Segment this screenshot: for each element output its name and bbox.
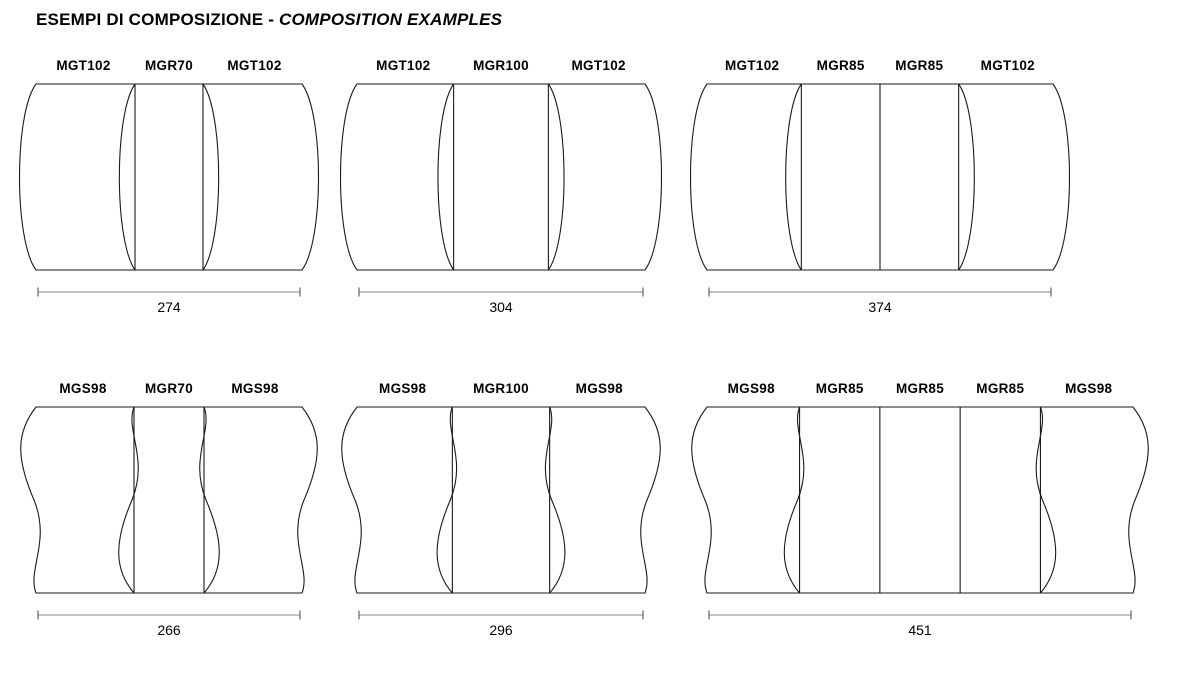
module-label-mgr85: MGR85	[815, 381, 864, 396]
dimension-value: 296	[489, 622, 513, 638]
outer-profile	[691, 406, 1149, 594]
module-label-mgr85: MGR85	[895, 381, 945, 396]
outer-profile	[19, 83, 319, 271]
module-label-mgr70: MGR70	[144, 381, 194, 396]
module-label-mgt102: MGT102	[376, 58, 431, 73]
module-label-mgr70: MGR70	[144, 58, 194, 73]
module-label-mgr85: MGR85	[976, 381, 1025, 396]
module-label-mgs98: MGS98	[1065, 381, 1113, 396]
module-label-row: MGT102 MGR100 MGT102	[357, 58, 645, 82]
outer-profile	[20, 406, 318, 594]
composition-drawing-mgs98-mgr85-mgr85-mgr85-mgs98	[691, 405, 1149, 594]
dimension-mgs98-mgr85-mgr85-mgr85-mgs98: 451	[707, 609, 1133, 643]
module-label-mgr100: MGR100	[473, 58, 529, 73]
dimension-value: 304	[489, 299, 513, 315]
page-title-italian: ESEMPI DI COMPOSIZIONE -	[36, 10, 280, 29]
dimension-mgt102-mgr70-mgt102: 274	[36, 286, 302, 320]
module-label-mgt102: MGT102	[571, 58, 626, 73]
module-label-mgt102: MGT102	[56, 58, 111, 73]
module-label-row: MGT102 MGR70 MGT102	[36, 58, 302, 82]
inner-arc-right	[958, 83, 975, 271]
module-label-mgr85: MGR85	[816, 58, 865, 73]
module-label-mgt102: MGT102	[725, 58, 780, 73]
dimension-value: 266	[157, 622, 181, 638]
module-label-mgs98: MGS98	[575, 381, 623, 396]
dimension-mgs98-mgr100-mgs98: 296	[357, 609, 645, 643]
dimension-mgt102-mgr100-mgt102: 304	[357, 286, 645, 320]
composition-drawing-mgt102-mgr85-mgr85-mgt102	[690, 82, 1070, 271]
dimension-value: 451	[908, 622, 932, 638]
module-label-mgs98: MGS98	[379, 381, 427, 396]
dimension-mgt102-mgr85-mgr85-mgt102: 374	[707, 286, 1053, 320]
inner-arc-right	[199, 406, 220, 594]
page-title-english: COMPOSITION EXAMPLES	[279, 10, 503, 29]
inner-arc-left	[785, 83, 802, 271]
inner-arc-left	[118, 406, 139, 594]
dimension-mgs98-mgr70-mgs98: 266	[36, 609, 302, 643]
outer-profile	[340, 83, 662, 271]
inner-arc-right	[547, 83, 565, 271]
module-label-row: MGS98 MGR85 MGR85 MGR85 MGS98	[707, 381, 1133, 405]
module-label-row: MGS98 MGR70 MGS98	[36, 381, 302, 405]
outer-profile	[341, 406, 661, 594]
module-label-mgs98: MGS98	[59, 381, 107, 396]
module-label-mgt102: MGT102	[980, 58, 1035, 73]
inner-arc-left	[436, 406, 458, 594]
dimension-value: 274	[157, 299, 181, 315]
dimension-value: 374	[868, 299, 892, 315]
composition-drawing-mgt102-mgr70-mgt102	[19, 82, 319, 271]
inner-arc-right	[202, 83, 220, 271]
inner-arc-right	[1035, 406, 1057, 594]
inner-arc-left	[783, 406, 805, 594]
module-label-mgs98: MGS98	[231, 381, 279, 396]
module-label-row: MGT102 MGR85 MGR85 MGT102	[707, 58, 1053, 82]
page-title: ESEMPI DI COMPOSIZIONE - COMPOSITION EXA…	[36, 10, 502, 30]
inner-arc-right	[544, 406, 566, 594]
module-label-mgt102: MGT102	[227, 58, 282, 73]
module-label-row: MGS98 MGR100 MGS98	[357, 381, 645, 405]
composition-drawing-mgs98-mgr70-mgs98	[20, 405, 318, 594]
composition-drawing-mgt102-mgr100-mgt102	[340, 82, 662, 271]
module-label-mgr100: MGR100	[473, 381, 529, 396]
inner-arc-left	[437, 83, 455, 271]
module-label-mgs98: MGS98	[727, 381, 775, 396]
module-label-mgr85: MGR85	[895, 58, 944, 73]
inner-arc-left	[118, 83, 136, 271]
composition-drawing-mgs98-mgr100-mgs98	[341, 405, 661, 594]
